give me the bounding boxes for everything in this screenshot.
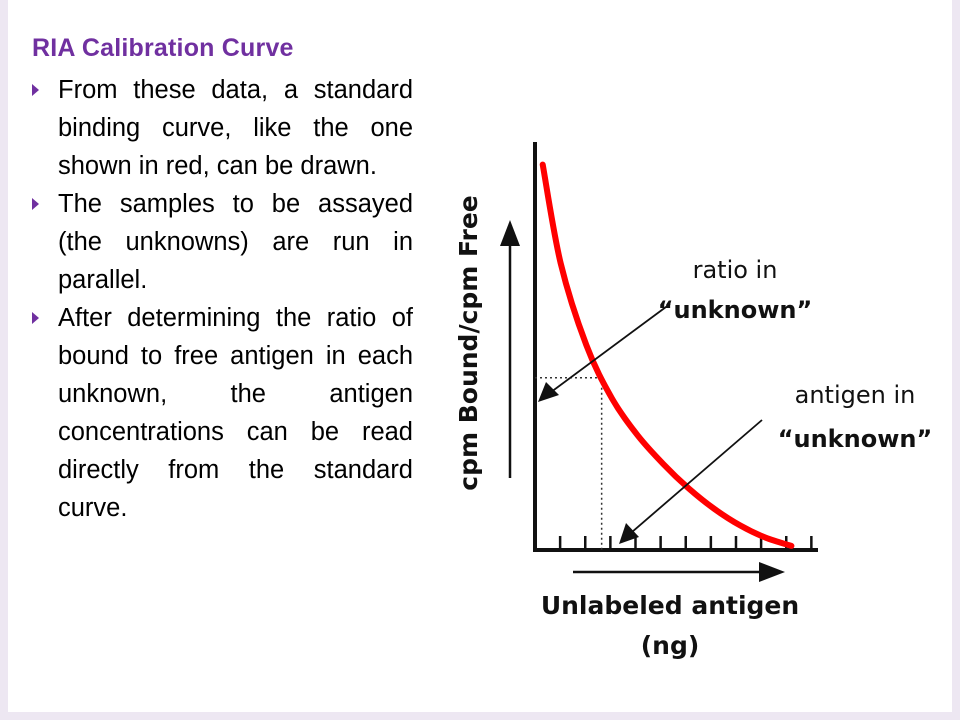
antigen-pointer-line [624,419,763,539]
x-direction-arrowhead-icon [759,562,785,582]
x-axis-label: Unlabeled antigen [541,591,799,620]
ratio-annotation-line2: “unknown” [658,296,813,324]
bullet-text: After determining the ratio of bound to … [58,304,413,522]
bullet-arrow-icon [32,312,39,324]
ratio-pointer-line [542,303,671,399]
bullet-item: The samples to be assayed (the unknowns)… [32,185,413,299]
bullet-item: After determining the ratio of bound to … [32,299,413,527]
ratio-annotation-line1: ratio in [693,256,778,284]
bullet-item: From these data, a standard binding curv… [32,71,413,185]
x-axis-unit-label: (ng) [641,631,700,660]
ratio-pointer-arrowhead-icon [538,382,559,402]
standard-curve-line [539,161,795,549]
antigen-annotation-line1: antigen in [795,381,916,409]
bullet-text: From these data, a standard binding curv… [58,76,413,180]
antigen-annotation-line2: “unknown” [778,425,933,453]
y-direction-arrowhead-icon [500,220,520,246]
bullet-arrow-icon [32,198,39,210]
y-axis-label: cpm Bound/cpm Free [454,195,483,491]
bullet-arrow-icon [32,84,39,96]
calibration-chart: cpm Bound/cpm Free Unlabeled antigen (ng… [454,142,933,660]
antigen-pointer-arrowhead-icon [619,523,639,544]
bullet-text: The samples to be assayed (the unknowns)… [58,190,413,294]
bullet-list: From these data, a standard binding curv… [32,71,413,527]
calibration-figure: cpm Bound/cpm Free Unlabeled antigen (ng… [445,110,945,670]
slide-title: RIA Calibration Curve [32,34,294,62]
